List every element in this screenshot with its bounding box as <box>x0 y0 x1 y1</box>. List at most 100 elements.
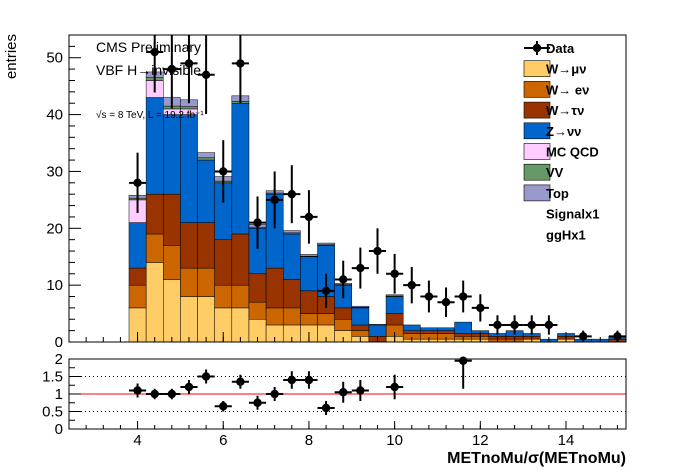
legend-label-0: W→μν <box>546 62 586 77</box>
bar-1-2 <box>163 245 181 280</box>
data-point-7 <box>248 196 267 249</box>
bar-1-5 <box>214 284 233 309</box>
legend-label-data: Data <box>546 41 575 56</box>
bar-2-7 <box>248 273 267 303</box>
legend-entry-0: W→μν <box>523 60 586 78</box>
data-point-16 <box>403 266 421 304</box>
bar-1-10 <box>300 313 318 326</box>
bar-6-4 <box>197 152 215 159</box>
data-point-18 <box>437 287 455 317</box>
bar-1-7 <box>248 301 267 320</box>
ratio-point-1 <box>146 388 164 400</box>
bar-1-0 <box>128 284 147 309</box>
data-point-3 <box>180 35 198 104</box>
main-x-ticks <box>68 332 618 342</box>
data-point-0 <box>128 152 147 213</box>
bar-2-1 <box>145 193 164 235</box>
ratio-y-tick-label-3: 1.5 <box>42 369 63 386</box>
main-y-tick-label-0: 0 <box>55 334 63 351</box>
legend-entry-8: ggHx1 <box>546 227 586 242</box>
bar-3-13 <box>351 307 370 326</box>
data-point-25 <box>574 330 592 342</box>
ratio-point-0 <box>128 383 147 398</box>
ratio-point-14 <box>386 374 404 400</box>
legend-entry-2: W→τν <box>523 101 584 119</box>
data-point-14 <box>368 228 387 274</box>
bar-6-9 <box>282 230 301 234</box>
bar-3-15 <box>385 296 404 314</box>
ratio-point-5 <box>214 401 232 412</box>
bar-6-13 <box>351 305 370 308</box>
ratio-x-ticks: 4 6 8 10 12 14 <box>68 421 618 449</box>
bar-3-17 <box>420 327 438 331</box>
bar-3-14 <box>368 324 387 337</box>
bar-2-19 <box>454 333 473 337</box>
bar-2-17 <box>420 330 438 334</box>
ratio-point-2 <box>163 388 181 400</box>
bar-2-12 <box>334 307 353 320</box>
bar-3-6 <box>231 102 250 235</box>
lumi-label: √s = 8 TeV, L = 19.2 fb⁻¹ <box>96 109 204 121</box>
legend-entry-3: Z→νν <box>523 122 581 140</box>
data-point-22 <box>506 315 524 335</box>
legend-label-2: W→τν <box>546 103 584 118</box>
bar-2-0 <box>128 267 147 286</box>
data-point-2 <box>163 35 181 109</box>
bar-1-1 <box>145 233 164 263</box>
bar-6-14 <box>368 324 387 326</box>
legend-label-1: W→ eν <box>546 82 589 97</box>
bar-1-3 <box>180 267 198 297</box>
legend-label-7: Signalx1 <box>546 207 599 222</box>
data-point-8 <box>266 171 284 229</box>
ratio-plot-frame <box>68 358 627 430</box>
bar-1-13 <box>351 330 370 337</box>
bar-3-9 <box>282 233 301 280</box>
x-tick-label-5: 14 <box>558 432 575 449</box>
data-point-9 <box>283 165 301 224</box>
ratio-point-7 <box>248 395 267 410</box>
legend-entry-4: MC QCD <box>523 143 599 160</box>
ratio-point-8 <box>266 387 284 401</box>
bar-3-19 <box>454 321 473 334</box>
x-tick-label-0: 4 <box>133 432 141 449</box>
data-point-13 <box>351 247 369 289</box>
bar-0-3 <box>180 296 198 343</box>
data-point-4 <box>197 35 215 115</box>
data-point-1 <box>146 35 164 93</box>
main-y-axis-title: entries <box>3 34 20 79</box>
data-point-10 <box>300 190 318 244</box>
legend-entry-5: VV <box>523 163 564 181</box>
bar-2-6 <box>231 233 250 286</box>
data-point-11 <box>317 273 335 308</box>
bar-0-4 <box>197 296 215 343</box>
bar-5-3 <box>180 106 198 110</box>
data-point-19 <box>454 280 472 313</box>
bar-2-13 <box>351 324 370 331</box>
ratio-point-10 <box>300 371 318 389</box>
bar-0-6 <box>231 307 250 343</box>
ratio-point-3 <box>180 380 198 394</box>
legend-label-6: Top <box>546 186 569 201</box>
bar-2-8 <box>265 267 284 309</box>
data-point-23 <box>523 315 541 335</box>
stacked-histogram <box>128 71 627 343</box>
bar-2-16 <box>402 330 421 334</box>
bar-2-2 <box>163 193 181 246</box>
bar-6-15 <box>385 294 404 297</box>
legend-entry-data: Data <box>524 41 575 56</box>
ratio-y-tick-label-0: 0 <box>55 421 63 438</box>
data-points <box>128 35 626 342</box>
x-tick-label-4: 12 <box>472 432 489 449</box>
x-tick-label-1: 6 <box>219 432 227 449</box>
data-point-6 <box>231 35 249 104</box>
bar-3-2 <box>163 114 181 195</box>
main-y-tick-label-1: 10 <box>46 277 63 294</box>
main-y-tick-label-4: 40 <box>46 107 63 124</box>
ratio-point-6 <box>231 374 249 389</box>
bar-1-11 <box>317 313 335 326</box>
bar-2-5 <box>214 239 233 286</box>
bar-1-6 <box>231 284 250 309</box>
cms-preliminary-label: CMS Preliminary <box>96 39 201 55</box>
bar-0-1 <box>145 262 164 343</box>
